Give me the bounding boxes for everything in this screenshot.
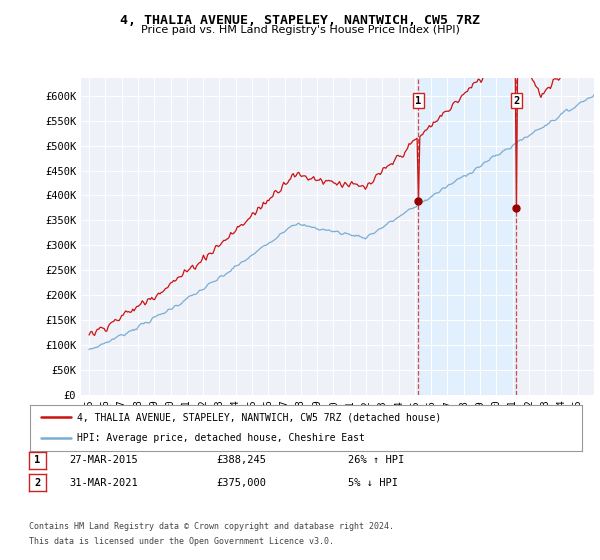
Text: £388,245: £388,245 — [216, 455, 266, 465]
Text: 4, THALIA AVENUE, STAPELEY, NANTWICH, CW5 7RZ (detached house): 4, THALIA AVENUE, STAPELEY, NANTWICH, CW… — [77, 412, 441, 422]
Text: Price paid vs. HM Land Registry's House Price Index (HPI): Price paid vs. HM Land Registry's House … — [140, 25, 460, 35]
Text: 26% ↑ HPI: 26% ↑ HPI — [348, 455, 404, 465]
Text: £375,000: £375,000 — [216, 478, 266, 488]
Text: 2: 2 — [34, 478, 40, 488]
Text: 1: 1 — [415, 96, 422, 106]
Text: 1: 1 — [34, 455, 40, 465]
Text: 5% ↓ HPI: 5% ↓ HPI — [348, 478, 398, 488]
Text: Contains HM Land Registry data © Crown copyright and database right 2024.: Contains HM Land Registry data © Crown c… — [29, 522, 394, 531]
Text: 4, THALIA AVENUE, STAPELEY, NANTWICH, CW5 7RZ: 4, THALIA AVENUE, STAPELEY, NANTWICH, CW… — [120, 14, 480, 27]
Text: This data is licensed under the Open Government Licence v3.0.: This data is licensed under the Open Gov… — [29, 537, 334, 546]
Text: 2: 2 — [514, 96, 520, 106]
Bar — [418, 78, 517, 395]
Text: 31-MAR-2021: 31-MAR-2021 — [69, 478, 138, 488]
Text: 27-MAR-2015: 27-MAR-2015 — [69, 455, 138, 465]
Text: HPI: Average price, detached house, Cheshire East: HPI: Average price, detached house, Ches… — [77, 433, 365, 444]
